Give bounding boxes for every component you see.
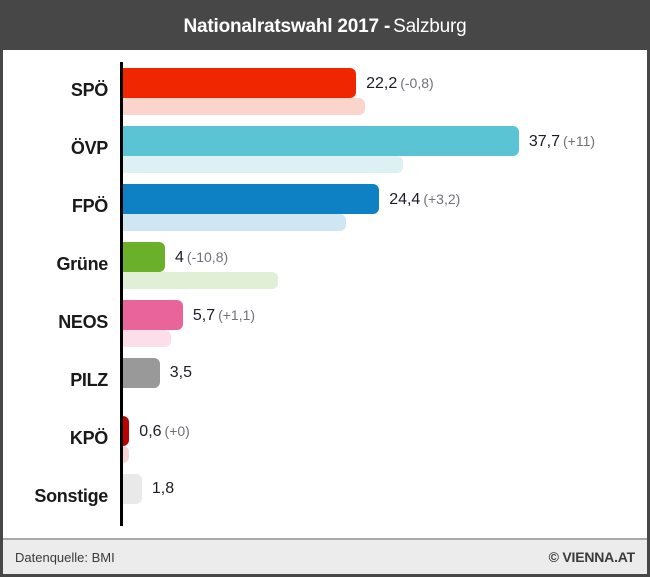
bar-value-number: 22,2 (366, 75, 398, 92)
bar-row: SPÖ 22,2 (-0,8) (3, 68, 647, 126)
bar-previous-fp- (123, 214, 346, 231)
page-title-region: Salzburg (393, 15, 467, 37)
party-label-pilz: PILZ (70, 370, 108, 390)
party-label-neos: NEOS (58, 312, 108, 332)
bar-row: PILZ 3,5 (3, 358, 647, 416)
bar-row: Grüne 4 (-10,8) (3, 242, 647, 300)
plot-area: SPÖ 22,2 (-0,8) ÖVP 37,7 (+11) FPÖ 24,4 (+3,2) Gr… (3, 50, 647, 538)
bar-current-neos (123, 300, 183, 330)
y-axis-line (120, 62, 123, 526)
bar-value-label: 4 (-10,8) (175, 242, 228, 272)
bar-value-number: 0,6 (139, 423, 162, 440)
bar-value-number: 3,5 (169, 364, 192, 381)
page-title-main: Nationalratswahl 2017 - (183, 15, 391, 37)
party-label-kp-: KPÖ (69, 428, 108, 448)
bar-previous-gr-ne (123, 272, 279, 289)
bar-change-label: (+3,2) (423, 191, 461, 207)
bar-value-label: 22,2 (-0,8) (366, 68, 434, 98)
bar-change-label: (+11) (562, 133, 596, 149)
bar-previous-kp- (123, 446, 130, 463)
chart-header: Nationalratswahl 2017 - Salzburg (3, 3, 647, 50)
bar-previous-sp- (123, 98, 365, 115)
bar-current-pilz (123, 358, 160, 388)
bar-current-sp- (123, 68, 357, 98)
bar-current-fp- (123, 184, 380, 214)
bar-previous--vp (123, 156, 404, 173)
bar-change-label: (+1,1) (218, 307, 256, 323)
bar-row: FPÖ 24,4 (+3,2) (3, 184, 647, 242)
bar-current-gr-ne (123, 242, 165, 272)
party-label-sp-: SPÖ (70, 80, 108, 100)
bar-value-label: 3,5 (170, 358, 192, 388)
bar-value-number: 4 (175, 249, 184, 266)
data-source-label: Datenquelle: BMI (15, 549, 115, 565)
bar-value-label: 37,7 (+11) (529, 126, 595, 156)
bar-value-label: 1,8 (152, 474, 174, 504)
bar-row: ÖVP 37,7 (+11) (3, 126, 647, 184)
bar-value-number: 5,7 (192, 307, 216, 324)
party-label-sonstige: Sonstige (34, 486, 108, 506)
bar-row: KPÖ 0,6 (+0) (3, 416, 647, 474)
party-label-gr-ne: Grüne (56, 254, 108, 274)
bar-current--vp (123, 126, 519, 156)
bar-value-number: 24,4 (389, 191, 421, 208)
bar-value-number: 1,8 (151, 480, 175, 497)
vienna-at-logo: © VIENNA.AT (548, 549, 636, 565)
bar-value-label: 24,4 (+3,2) (389, 184, 460, 214)
party-label-fp-: FPÖ (71, 196, 108, 216)
bar-current-kp- (123, 416, 130, 446)
party-label--vp: ÖVP (70, 138, 108, 158)
bar-value-number: 37,7 (528, 133, 560, 150)
page-title: Nationalratswahl 2017 - Salzburg (184, 16, 467, 38)
chart-footer: Datenquelle: BMI © VIENNA.AT (3, 538, 647, 574)
bar-row: Sonstige 1,8 (3, 474, 647, 532)
bar-value-label: 5,7 (+1,1) (193, 300, 255, 330)
bar-change-label: (-10,8) (186, 249, 229, 265)
bar-change-label: (-0,8) (400, 75, 434, 91)
bar-value-label: 0,6 (+0) (139, 416, 190, 446)
bar-change-label: (+0) (164, 423, 190, 439)
bar-previous-neos (123, 330, 172, 347)
bar-current-sonstige (123, 474, 142, 504)
bar-row: NEOS 5,7 (+1,1) (3, 300, 647, 358)
